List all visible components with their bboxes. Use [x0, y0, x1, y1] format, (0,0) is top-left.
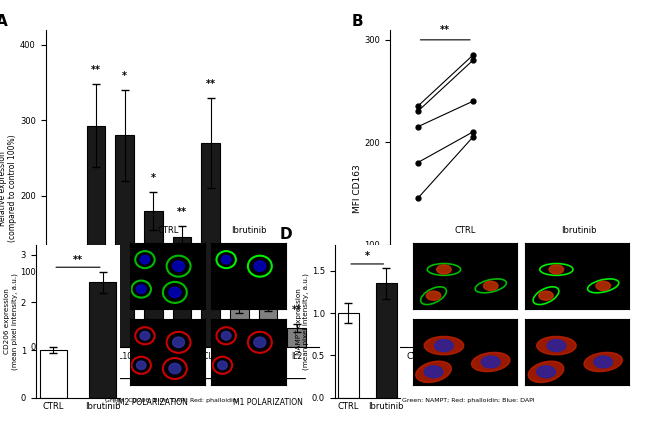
Text: **: ** — [177, 207, 187, 217]
Bar — [115, 135, 134, 347]
Text: **: ** — [235, 279, 244, 289]
Bar — [144, 211, 162, 347]
Bar — [287, 328, 306, 347]
Y-axis label: MFI CD163: MFI CD163 — [352, 164, 361, 213]
Text: **: ** — [205, 79, 216, 88]
Bar — [259, 303, 278, 347]
Circle shape — [484, 281, 498, 291]
Circle shape — [173, 337, 185, 348]
Circle shape — [169, 287, 181, 298]
Text: *: * — [151, 173, 156, 183]
Circle shape — [426, 291, 441, 300]
Text: *: * — [365, 251, 370, 261]
Text: B: B — [351, 14, 363, 29]
Circle shape — [254, 337, 266, 348]
Y-axis label: Relative expression
(compared to control 100%): Relative expression (compared to control… — [0, 135, 17, 242]
Text: **: ** — [292, 305, 302, 315]
Circle shape — [218, 361, 227, 370]
Ellipse shape — [424, 336, 463, 355]
Text: D: D — [280, 227, 292, 242]
Circle shape — [254, 261, 266, 272]
Circle shape — [222, 332, 231, 340]
Circle shape — [594, 356, 612, 368]
Text: A: A — [0, 14, 8, 29]
Y-axis label: CD206 expression
(mean pixel intensity, a.u.): CD206 expression (mean pixel intensity, … — [5, 273, 18, 370]
Circle shape — [140, 332, 150, 340]
Bar — [86, 126, 105, 347]
Circle shape — [136, 361, 146, 370]
Circle shape — [140, 255, 150, 264]
Bar — [89, 283, 116, 398]
Circle shape — [424, 366, 443, 378]
Circle shape — [222, 255, 231, 264]
Bar — [230, 305, 249, 347]
Text: **: ** — [440, 25, 450, 35]
Text: CTRL: CTRL — [157, 226, 178, 235]
Text: Green: NAMPT; Red: phalloidin; Blue: DAPI: Green: NAMPT; Red: phalloidin; Blue: DAP… — [402, 398, 534, 403]
Bar — [173, 237, 191, 347]
Circle shape — [537, 366, 555, 378]
Text: M2 POLARIZATION: M2 POLARIZATION — [118, 398, 188, 407]
Ellipse shape — [528, 361, 564, 382]
Circle shape — [547, 340, 566, 352]
Text: **: ** — [73, 255, 83, 265]
Bar — [376, 283, 396, 398]
Circle shape — [173, 261, 185, 272]
Text: M1 POLARIZATION: M1 POLARIZATION — [233, 398, 303, 407]
Circle shape — [596, 281, 610, 291]
Text: *: * — [122, 71, 127, 81]
Circle shape — [482, 356, 500, 368]
Circle shape — [136, 285, 146, 294]
Circle shape — [169, 363, 181, 374]
Text: Ibrutinib: Ibrutinib — [561, 226, 596, 235]
Bar — [202, 143, 220, 347]
Text: Ibrutinib: Ibrutinib — [231, 226, 266, 235]
Bar — [58, 271, 77, 347]
Circle shape — [549, 265, 564, 274]
Bar — [40, 350, 67, 398]
Circle shape — [539, 291, 553, 300]
Circle shape — [435, 340, 453, 352]
Text: CTRL: CTRL — [454, 226, 475, 235]
Y-axis label: NAMPT expression
(mean pixel intensity, a.u.): NAMPT expression (mean pixel intensity, … — [296, 273, 309, 370]
Text: **: ** — [91, 65, 101, 75]
Bar — [338, 313, 359, 398]
Text: Green: CD206; Blue: DAPI; Red: phalloidin;: Green: CD206; Blue: DAPI; Red: phalloidi… — [105, 398, 239, 403]
Ellipse shape — [416, 361, 451, 382]
Circle shape — [437, 265, 451, 274]
Ellipse shape — [584, 352, 623, 371]
Ellipse shape — [537, 336, 576, 355]
Ellipse shape — [471, 352, 510, 371]
